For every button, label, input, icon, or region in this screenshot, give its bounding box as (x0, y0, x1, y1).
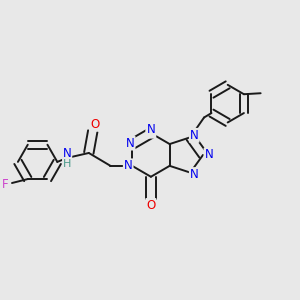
Text: O: O (90, 118, 99, 131)
Text: F: F (2, 178, 8, 191)
Text: N: N (63, 148, 71, 160)
Text: N: N (146, 123, 155, 136)
Text: H: H (63, 159, 71, 169)
Text: N: N (124, 159, 133, 172)
Text: O: O (146, 199, 155, 212)
Text: N: N (126, 136, 134, 150)
Text: N: N (146, 125, 155, 138)
Text: N: N (205, 148, 213, 161)
Text: N: N (190, 129, 199, 142)
Text: N: N (190, 168, 199, 181)
